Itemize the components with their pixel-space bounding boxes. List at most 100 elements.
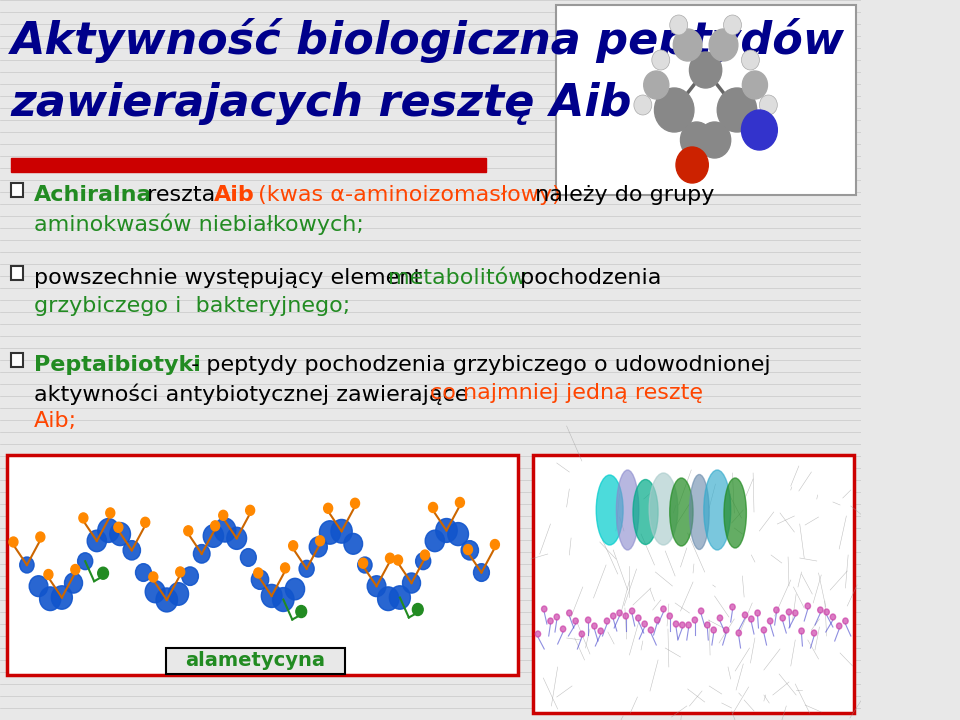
Text: Aib: Aib [214,185,255,205]
Circle shape [20,557,34,573]
Circle shape [420,550,429,560]
Circle shape [289,541,298,551]
Circle shape [296,606,306,618]
Circle shape [636,615,641,621]
Circle shape [805,603,810,609]
Circle shape [210,521,220,531]
Ellipse shape [649,473,678,545]
Circle shape [413,603,423,616]
Bar [534,455,854,713]
Circle shape [64,573,83,593]
Circle shape [634,95,652,115]
Circle shape [761,627,767,633]
Circle shape [673,621,679,627]
Circle shape [464,544,472,554]
Circle shape [193,544,210,563]
Ellipse shape [670,478,693,546]
Circle shape [573,618,578,624]
Bar [11,158,486,172]
Circle shape [730,604,735,610]
Circle shape [331,519,352,543]
Circle shape [473,564,490,582]
Circle shape [711,627,716,633]
Circle shape [709,29,738,61]
Ellipse shape [596,475,623,545]
Circle shape [358,557,372,573]
Text: pochodzenia: pochodzenia [513,268,661,288]
Text: Achiralna: Achiralna [34,185,153,205]
Text: powszechnie występujący element: powszechnie występujący element [34,268,429,288]
Circle shape [280,563,290,573]
Circle shape [36,532,45,542]
Circle shape [724,627,729,633]
Text: Aib;: Aib; [34,411,77,431]
Circle shape [617,610,622,616]
Circle shape [156,588,178,612]
Circle shape [285,578,304,600]
Circle shape [741,110,778,150]
Text: reszta: reszta [140,185,223,205]
Circle shape [655,617,660,623]
Circle shape [344,534,363,554]
Circle shape [648,627,654,633]
Text: (kwas α-aminoizomasłowy): (kwas α-aminoizomasłowy) [251,185,561,205]
Circle shape [106,508,115,518]
Ellipse shape [689,474,709,549]
Text: aktywności antybiotycznej zawierające: aktywności antybiotycznej zawierające [34,383,475,405]
Circle shape [824,609,829,615]
Circle shape [604,618,610,624]
Circle shape [204,525,224,547]
Text: Peptaibiotyki: Peptaibiotyki [34,355,201,375]
Circle shape [141,517,150,527]
Circle shape [428,503,438,513]
Text: aminokwasów niebiałkowych;: aminokwasów niebiałkowych; [34,213,364,235]
Circle shape [368,576,386,597]
Circle shape [394,555,402,565]
Circle shape [548,618,553,624]
Circle shape [168,582,188,606]
Circle shape [71,564,80,575]
Circle shape [742,612,748,618]
Circle shape [246,505,254,516]
Circle shape [780,615,785,621]
Circle shape [644,71,669,99]
Circle shape [377,587,398,611]
Circle shape [699,122,731,158]
Circle shape [252,570,269,590]
Ellipse shape [704,470,731,550]
Circle shape [652,50,670,70]
Circle shape [183,526,193,536]
Circle shape [240,549,256,567]
Text: metabolitów: metabolitów [389,268,527,288]
Circle shape [350,498,360,508]
Circle shape [425,530,444,552]
Circle shape [793,610,798,616]
Circle shape [461,541,478,560]
Circle shape [324,503,332,513]
Circle shape [681,122,712,158]
Circle shape [685,622,691,628]
Circle shape [774,607,780,613]
Circle shape [98,518,119,542]
Circle shape [655,88,694,132]
Circle shape [491,539,499,549]
Circle shape [149,572,157,582]
Ellipse shape [616,470,638,550]
Circle shape [598,628,604,634]
Circle shape [98,567,108,579]
Circle shape [818,607,823,613]
Circle shape [554,614,560,620]
Circle shape [767,618,773,624]
Circle shape [78,553,93,570]
Circle shape [705,622,710,628]
Circle shape [9,537,18,547]
Circle shape [390,586,410,609]
Bar [166,648,346,674]
Ellipse shape [724,478,746,548]
Circle shape [830,614,835,620]
Text: co najmniej jedną resztę: co najmniej jedną resztę [430,383,703,403]
Circle shape [660,606,666,612]
Text: - peptydy pochodzenia grzybiczego o udowodnionej: - peptydy pochodzenia grzybiczego o udow… [183,355,770,375]
Circle shape [667,613,672,619]
Circle shape [145,580,165,603]
